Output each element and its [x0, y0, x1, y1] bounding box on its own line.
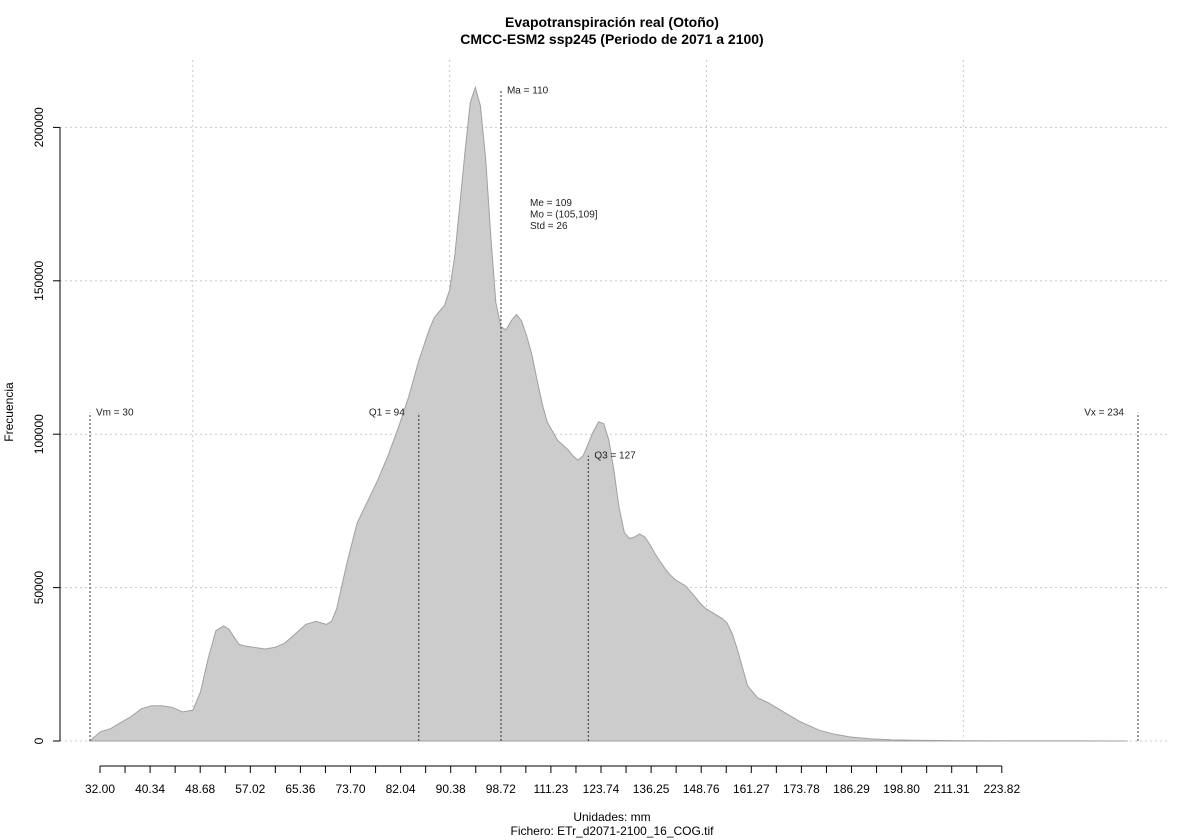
- axes: 0 50000 100000 150000 200000 32.00 40.34 48.68 5…: [32, 107, 1020, 796]
- annotation-label: Vm = 30: [96, 408, 134, 419]
- y-tick-label: 50000: [32, 571, 46, 605]
- reference-lines: [89, 90, 1139, 741]
- x-tick-label: 65.36: [285, 782, 315, 796]
- annotations: Vm = 30 Q1 = 94 Ma = 110 Q3 = 127 Vx = 234: [96, 86, 1124, 462]
- annotation-label: Vx = 234: [1084, 408, 1124, 419]
- y-tick-label: 150000: [32, 260, 46, 300]
- stat-line: Mo = (105,109]: [530, 210, 598, 221]
- x-tick-label: 73.70: [335, 782, 365, 796]
- x-tick-label: 32.00: [85, 782, 115, 796]
- x-tick-label: 111.23: [533, 782, 568, 796]
- annotation-label: Q1 = 94: [369, 408, 405, 419]
- x-tick-label: 148.76: [683, 782, 720, 796]
- x-tick-label: 211.31: [934, 782, 970, 796]
- x-tick-label: 40.34: [135, 782, 165, 796]
- y-tick-label: 0: [32, 737, 46, 744]
- x-tick-label: 223.82: [983, 782, 1020, 796]
- x-tick-label: 161.27: [733, 782, 770, 796]
- footer-filename: Fichero: ETr_d2071-2100_16_COG.tif: [511, 824, 715, 838]
- x-tick-label: 82.04: [386, 782, 416, 796]
- y-axis-label: Frecuencia: [2, 382, 16, 442]
- density-area: [88, 85, 1128, 742]
- x-tick-label: 186.29: [833, 782, 870, 796]
- x-tick-label: 173.78: [783, 782, 820, 796]
- x-tick-label: 123.74: [583, 782, 620, 796]
- x-tick-label: 98.72: [486, 782, 516, 796]
- stat-line: Me = 109: [530, 198, 572, 209]
- x-tick-label: 48.68: [185, 782, 215, 796]
- x-tick-label: 198.80: [883, 782, 920, 796]
- x-tick-label: 136.25: [633, 782, 670, 796]
- chart-title: Evapotranspiración real (Otoño): [505, 14, 719, 30]
- stat-line: Std = 26: [530, 221, 568, 232]
- annotation-label: Ma = 110: [507, 86, 549, 97]
- chart-subtitle: CMCC-ESM2 ssp245 (Periodo de 2071 a 2100…: [460, 31, 763, 47]
- x-tick-label: 57.02: [235, 782, 265, 796]
- y-tick-label: 100000: [32, 414, 46, 454]
- y-tick-label: 200000: [32, 107, 46, 147]
- x-axis-label: Unidades: mm: [573, 810, 650, 824]
- annotation-label: Q3 = 127: [594, 451, 636, 462]
- x-tick-label: 90.38: [436, 782, 466, 796]
